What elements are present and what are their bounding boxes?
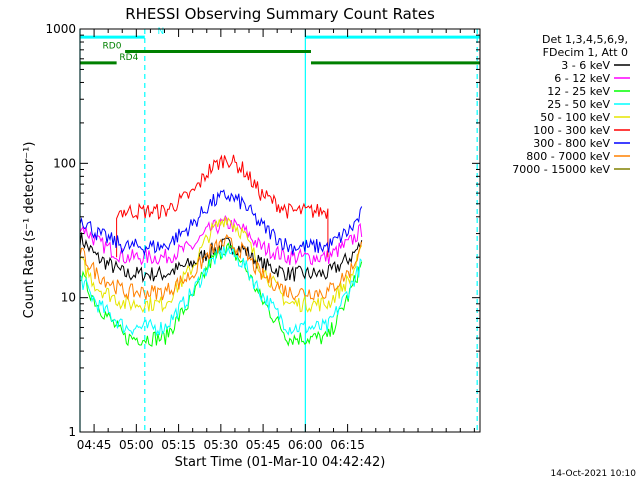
x-tick-label-4: 05:45 xyxy=(246,438,281,452)
legend-header-line-2: FDecim 1, Att 0 xyxy=(543,46,628,59)
series-line-2 xyxy=(79,242,363,347)
x-tick-label-6: 06:15 xyxy=(330,438,365,452)
series-line-4 xyxy=(79,216,363,314)
x-tick-label-5: 06:00 xyxy=(288,438,323,452)
series-line-6 xyxy=(79,189,363,257)
plot-frame xyxy=(79,28,481,433)
legend-entry-label-0: 3 - 6 keV xyxy=(561,59,610,72)
x-tick-label-1: 05:00 xyxy=(119,438,154,452)
y-tick-label-3: 1000 xyxy=(45,22,76,36)
legend-entry-label-8: 7000 - 15000 keV xyxy=(512,163,610,176)
series-line-5 xyxy=(116,154,329,258)
legend-entry-label-4: 50 - 100 keV xyxy=(540,111,610,124)
y-axis-label: Count Rate (s⁻¹ detector⁻¹) xyxy=(22,142,37,319)
legend: Det 1,3,4,5,6,9, FDecim 1, Att 0 3 - 6 k… xyxy=(512,33,630,176)
flag-label-0: N xyxy=(157,27,164,37)
y-tick-label-2: 100 xyxy=(53,156,76,170)
series-line-3 xyxy=(79,244,363,337)
legend-entry-label-5: 100 - 300 keV xyxy=(533,124,610,137)
flag-label-1: RD0 xyxy=(103,41,122,51)
legend-entry-label-2: 12 - 25 keV xyxy=(547,85,610,98)
plot-area: N RD0 RD4 1 10 100 1000 04:45 05:00 05:15 05:30 05:… xyxy=(45,22,481,452)
footer-date: 14-Oct-2021 10:10 xyxy=(551,469,637,479)
legend-entry-label-7: 800 - 7000 keV xyxy=(526,150,610,163)
chart-title: RHESSI Observing Summary Count Rates xyxy=(125,5,435,23)
legend-entry-label-1: 6 - 12 keV xyxy=(554,72,610,85)
legend-header-line-1: Det 1,3,4,5,6,9, xyxy=(542,33,628,46)
x-tick-label-3: 05:30 xyxy=(204,438,239,452)
series-line-1 xyxy=(79,214,363,266)
flag-label-2: RD4 xyxy=(119,53,138,63)
series-line-7 xyxy=(79,233,363,301)
legend-entry-label-3: 25 - 50 keV xyxy=(547,98,610,111)
legend-entry-label-6: 300 - 800 keV xyxy=(533,137,610,150)
y-tick-label-1: 10 xyxy=(61,291,76,305)
x-tick-label-2: 05:15 xyxy=(161,438,196,452)
x-tick-label-0: 04:45 xyxy=(77,438,112,452)
y-tick-label-0: 1 xyxy=(68,425,76,439)
x-axis-label: Start Time (01-Mar-10 04:42:42) xyxy=(175,455,386,470)
